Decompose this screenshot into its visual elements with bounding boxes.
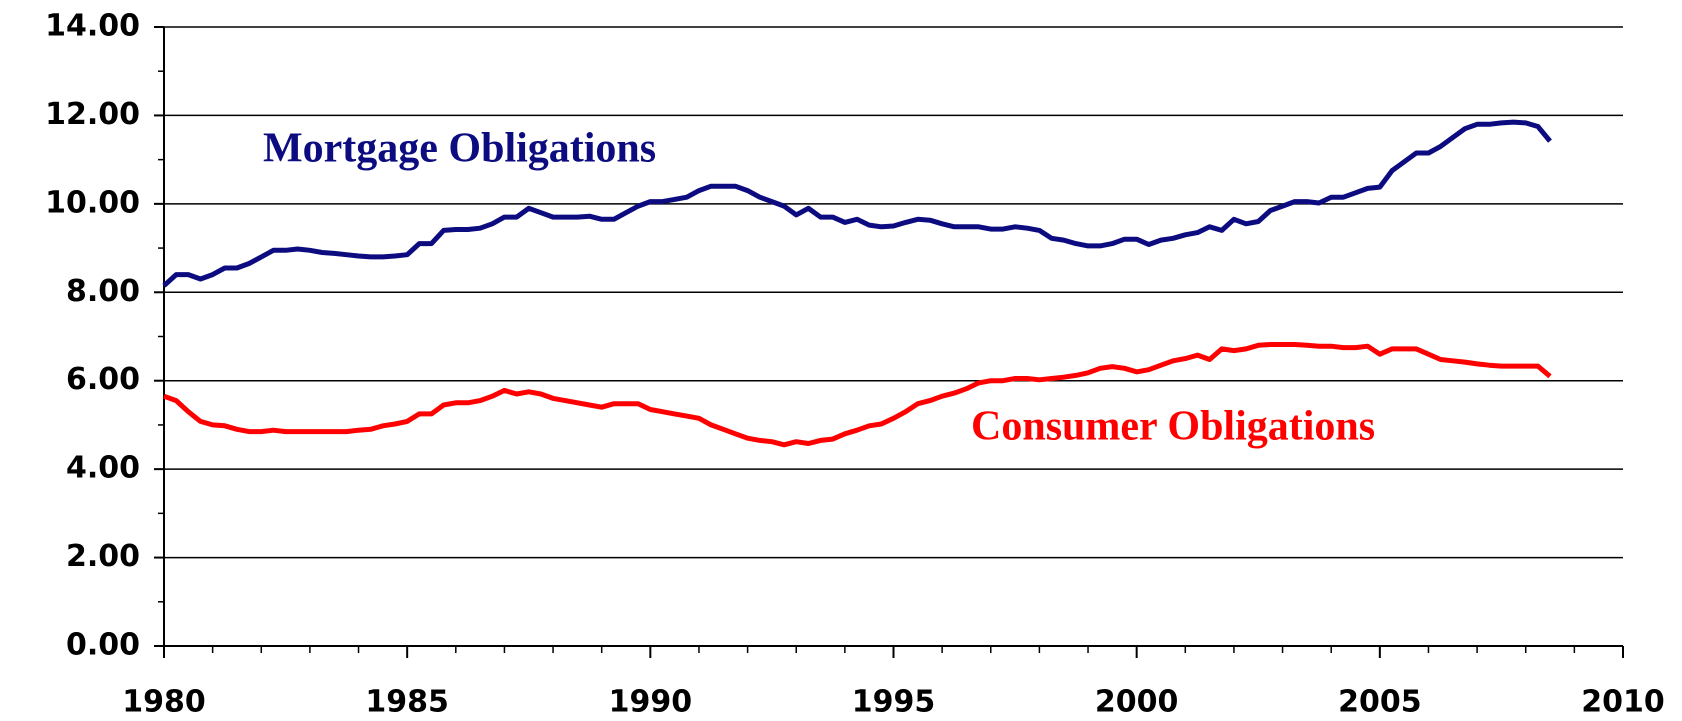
series-label: Consumer Obligations (971, 404, 1375, 450)
series-line (162, 119, 1552, 288)
x-tick-label: 2010 (1581, 685, 1665, 720)
y-tick-label: 2.00 (66, 539, 140, 574)
y-tick-label: 8.00 (66, 274, 140, 309)
x-tick-label: 1990 (609, 685, 693, 720)
x-tick-label: 1995 (852, 685, 936, 720)
y-tick-label: 12.00 (45, 97, 140, 132)
y-tick-label: 0.00 (66, 628, 140, 663)
y-tick-label: 10.00 (45, 185, 140, 220)
x-tick-label: 1980 (122, 685, 206, 720)
x-tick-label: 2000 (1095, 685, 1179, 720)
y-tick-label: 4.00 (66, 451, 140, 486)
y-tick-label: 6.00 (66, 362, 140, 397)
x-tick-label: 1985 (365, 685, 449, 720)
series-line (163, 342, 1552, 448)
series-label: Mortgage Obligations (263, 126, 656, 172)
x-tick-label: 2005 (1338, 685, 1422, 720)
y-tick-label: 14.00 (45, 9, 140, 44)
